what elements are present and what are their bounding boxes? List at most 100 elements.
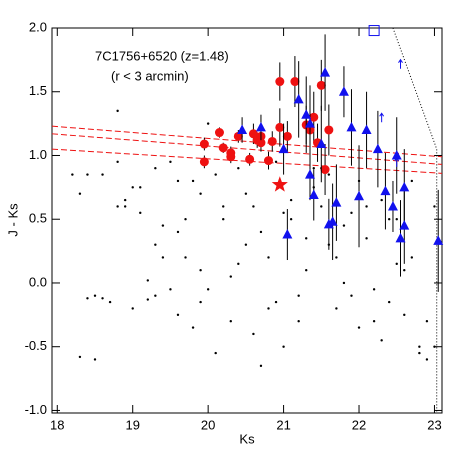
point [312,167,315,170]
x-tick-label: 18 [50,417,64,432]
point [278,143,289,154]
point [161,256,165,259]
point [282,345,285,348]
point [425,358,429,361]
point [101,173,104,176]
point [304,169,315,179]
y-tick-label: 2.0 [29,19,47,34]
point [418,351,421,355]
point [139,211,142,215]
point [93,358,97,361]
point [289,198,293,202]
point [146,279,150,282]
x-axis-label: Ks [239,431,255,446]
x-tick-label: 20 [201,417,215,432]
point [154,243,157,246]
point [433,345,436,348]
point [297,320,300,323]
point [403,313,406,317]
point [267,136,277,146]
plot-frame [51,27,443,414]
y-tick-label: -1.0 [25,402,47,417]
point [418,345,421,348]
point [259,364,263,368]
point [275,77,285,87]
point [410,179,414,183]
point [244,243,248,246]
point [206,288,210,291]
point [146,298,150,301]
point [327,216,338,226]
point [372,288,376,291]
point [237,167,240,170]
point [252,205,255,208]
point [372,143,383,154]
point [398,58,403,69]
point [184,218,187,221]
x-tick-label: 23 [427,417,441,432]
point [161,224,165,227]
point [320,205,323,208]
point [433,205,436,208]
point [267,256,270,259]
point [275,122,285,132]
point [222,218,225,221]
point [361,124,372,134]
point [245,154,255,164]
point [342,281,346,285]
point [289,218,293,221]
point [229,275,232,278]
point [354,190,365,201]
point [199,192,202,195]
point [169,160,172,164]
point [191,326,195,329]
y-tick-label: 0.0 [29,274,47,289]
point [78,355,82,359]
point [139,186,142,189]
point [391,149,402,160]
point [308,189,319,200]
point [123,205,127,208]
point [271,176,288,192]
point [387,200,398,211]
point [116,160,119,164]
point [214,351,217,355]
point [252,332,255,336]
point [237,124,248,134]
point [338,86,349,96]
point [290,77,300,87]
point [131,186,134,189]
point [304,118,315,128]
point [131,307,134,310]
point [316,138,327,149]
point [368,25,380,37]
point [282,211,285,215]
reference-line [51,133,443,165]
point [86,297,89,300]
point [387,218,391,221]
point [108,300,112,304]
point [350,211,353,215]
point [116,205,119,208]
point [320,67,331,77]
x-tick-label: 22 [352,417,366,432]
point [176,230,180,234]
point [184,256,187,259]
point [335,256,338,259]
reference-line [51,125,443,158]
annotation: (r < 3 arcmin) [111,68,189,83]
point [399,220,410,230]
point [380,198,383,202]
point [206,122,210,125]
point [256,138,266,148]
point [297,294,300,297]
point [214,173,217,176]
reference-line [392,27,438,413]
y-tick-label: 1.5 [29,83,47,98]
y-tick-label: 0.5 [29,211,47,226]
point [255,121,266,132]
point [372,320,376,323]
point [399,181,410,192]
point [379,112,385,123]
point [305,269,308,272]
